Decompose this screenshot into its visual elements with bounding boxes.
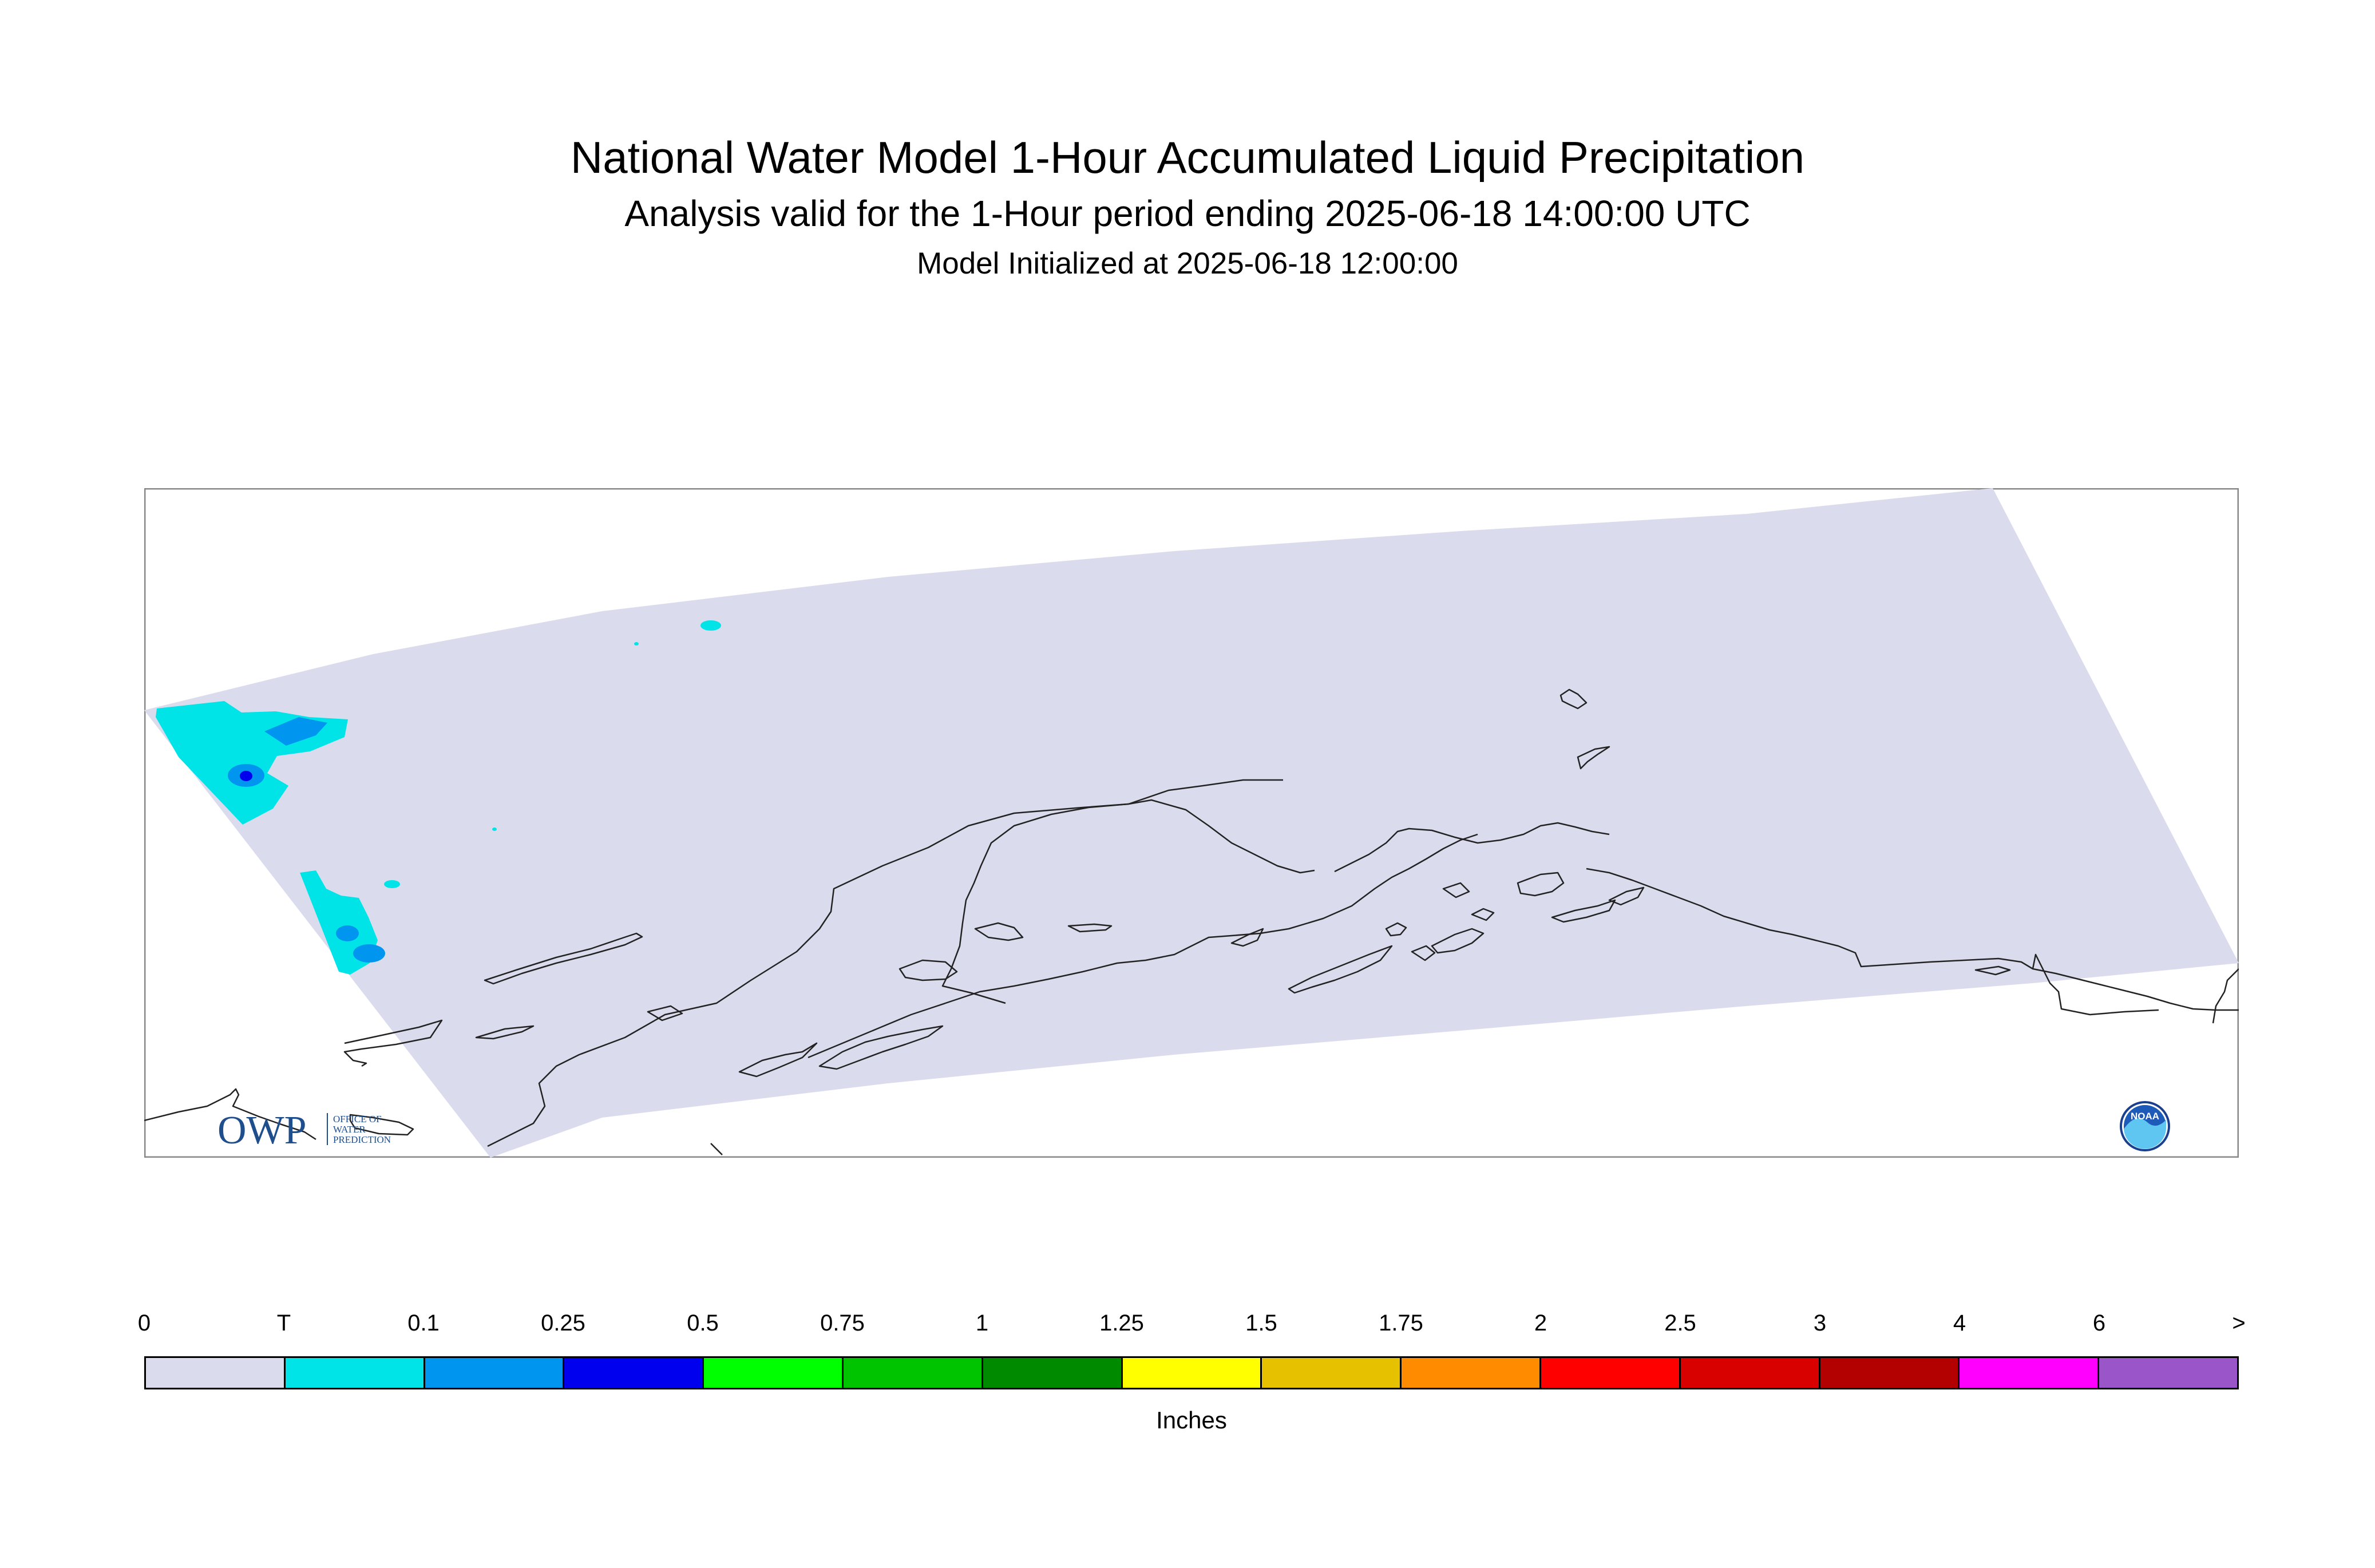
owp-logo-line-1: OFFICE OF	[333, 1114, 382, 1124]
legend-tick-label: 4	[1953, 1310, 1966, 1336]
island-st-lawrence	[484, 932, 643, 985]
owp-logo: OWP OFFICE OF WATER PREDICTION	[217, 1108, 391, 1153]
legend-tick-label: 0.75	[820, 1310, 865, 1336]
legend-swatch	[1960, 1358, 2100, 1388]
legend-swatch	[983, 1358, 1123, 1388]
island-kenai	[1517, 872, 1565, 897]
island-hall	[1577, 746, 1610, 770]
coastline-gulf	[1586, 868, 2239, 1011]
precip-area-trace	[384, 880, 400, 888]
coastline-south-central	[1334, 822, 1610, 873]
legend-tick-label: 1.5	[1245, 1310, 1277, 1336]
coastline-bristol-bay	[941, 803, 1129, 1004]
legend-tick-label: 2	[1534, 1310, 1547, 1336]
legend-tick-label: >	[2232, 1310, 2246, 1336]
island-montague	[1608, 886, 1645, 906]
legend-tick-label: 0	[137, 1310, 151, 1336]
island-kolyuchin	[475, 1025, 535, 1040]
precip-area-0-1	[353, 944, 385, 963]
legend-tick-label: 3	[1813, 1310, 1827, 1336]
legend-tick-label: 1.25	[1099, 1310, 1144, 1336]
legend-tick-label: 0.1	[407, 1310, 440, 1336]
island-nunivak	[898, 959, 958, 981]
coastline-panhandle	[2212, 968, 2239, 1024]
legend-tick-label: 0.25	[541, 1310, 585, 1336]
precipitation-areas	[156, 620, 721, 975]
precip-area-trace	[634, 642, 639, 646]
map-panel: OWP OFFICE OF WATER PREDICTION NOAA	[144, 488, 2239, 1158]
coastline-chukotka	[144, 1088, 316, 1141]
island-nelson	[1385, 922, 1407, 937]
precip-area-0-25	[240, 771, 252, 781]
legend-swatch	[1122, 1358, 1262, 1388]
island-nunivak-south	[1411, 945, 1436, 961]
coastlines	[144, 779, 2239, 1155]
island-round	[1442, 882, 1470, 898]
noaa-logo: NOAA	[2120, 1101, 2170, 1151]
coastline-siberia-peninsula	[349, 1114, 414, 1136]
coastline-mainland	[487, 803, 1129, 1147]
island-afognak	[1431, 928, 1485, 954]
coastline-far-east	[710, 1143, 723, 1155]
islands	[343, 688, 2011, 1078]
island-sitkinak	[1471, 908, 1495, 921]
legend-swatch	[843, 1358, 983, 1388]
coastline-southeast	[2032, 953, 2159, 1016]
island-seward	[738, 1042, 818, 1078]
legend-swatch	[1541, 1358, 1681, 1388]
legend-swatch	[564, 1358, 704, 1388]
island-st-matthew	[1067, 923, 1113, 933]
island-kayak	[1974, 965, 2011, 976]
legend-tick-label: 6	[2092, 1310, 2106, 1336]
legend-color-bar	[144, 1356, 2239, 1389]
noaa-logo-wave	[2124, 1118, 2167, 1149]
legend-tick-label: 1	[975, 1310, 989, 1336]
legend-tick-label: 0.5	[687, 1310, 719, 1336]
legend-swatch	[146, 1358, 286, 1388]
color-legend: 0 T 0.1 0.25 0.5 0.75 1 1.25 1.5 1.75 2 2.5 3 4 6 > Inc…	[114, 1310, 2261, 1454]
owp-logo-line-3: PREDICTION	[333, 1134, 391, 1145]
legend-tick-label: 2.5	[1664, 1310, 1696, 1336]
legend-swatch	[1680, 1358, 1820, 1388]
map-subtitle: Analysis valid for the 1-Hour period end…	[624, 193, 1751, 234]
island-anadyr-lagoon	[343, 1019, 443, 1067]
precip-area-trace	[700, 620, 721, 631]
coastline-norton-sound	[1128, 799, 1315, 874]
owp-logo-letters: OWP	[217, 1108, 307, 1153]
legend-swatch	[704, 1358, 844, 1388]
coastline-kuskokwim	[1128, 779, 1283, 805]
legend-swatch	[285, 1358, 425, 1388]
model-domain	[144, 488, 2239, 1158]
legend-units: Inches	[1156, 1407, 1227, 1434]
legend-swatch	[425, 1358, 565, 1388]
legend-tick-label: T	[276, 1310, 291, 1336]
coastline-alaska-peninsula	[808, 833, 1478, 1059]
legend-swatch	[1820, 1358, 1960, 1388]
island-pribilofs	[974, 922, 1024, 941]
map-canvas: OWP OFFICE OF WATER PREDICTION NOAA	[144, 488, 2239, 1158]
precip-area-0-1	[336, 925, 359, 941]
precip-area-0-1	[264, 717, 327, 746]
precip-area-trace	[492, 827, 497, 831]
island-kodiak	[1288, 945, 1393, 994]
map-title: National Water Model 1-Hour Accumulated …	[570, 132, 1805, 183]
legend-tick-label: 1.75	[1379, 1310, 1423, 1336]
island-shumagin	[1230, 928, 1264, 947]
legend-swatch	[1402, 1358, 1541, 1388]
owp-logo-line-2: WATER	[333, 1124, 366, 1135]
island-st-matthew-north	[1559, 688, 1588, 710]
legend-swatch	[2099, 1358, 2237, 1388]
island-unimak	[818, 1025, 944, 1070]
noaa-logo-text: NOAA	[2131, 1111, 2159, 1122]
model-init-time: Model Initialized at 2025-06-18 12:00:00	[917, 247, 1458, 280]
island-st-lawrence-east	[1551, 899, 1616, 923]
title-block: National Water Model 1-Hour Accumulated …	[0, 129, 2375, 287]
island-arakamchechen	[647, 1005, 683, 1021]
legend-swatch	[1262, 1358, 1402, 1388]
